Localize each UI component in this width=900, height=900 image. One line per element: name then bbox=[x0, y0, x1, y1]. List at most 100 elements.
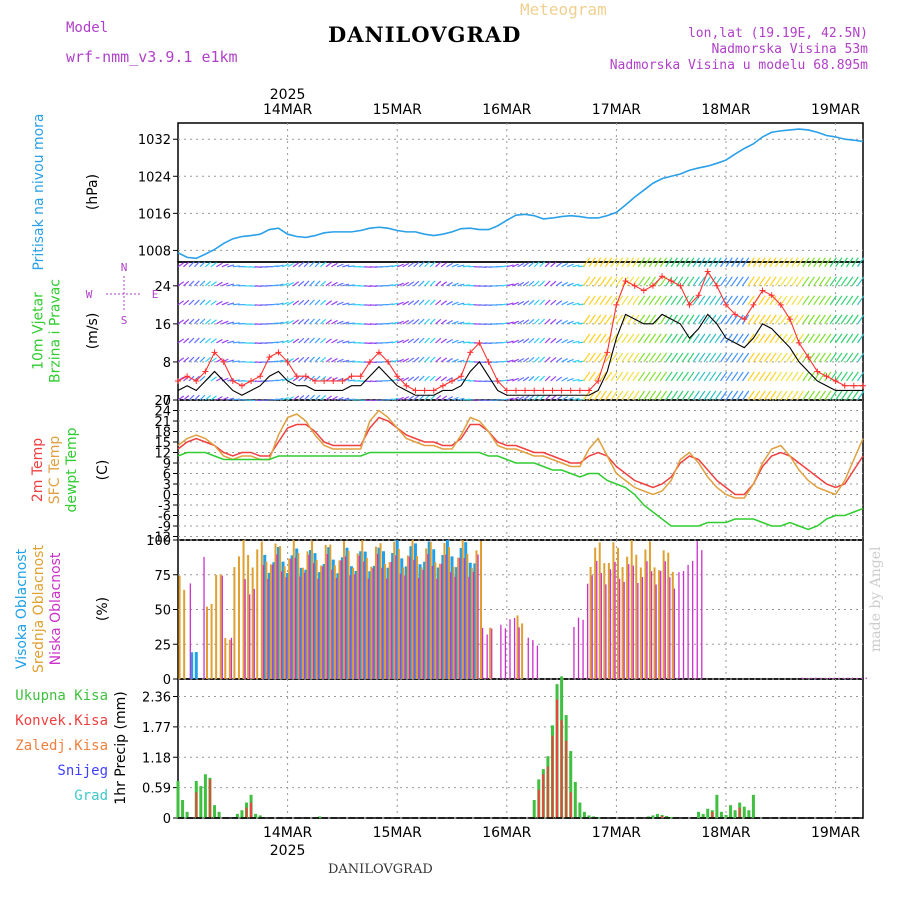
wind-barb bbox=[736, 352, 744, 363]
wind-barb bbox=[512, 358, 519, 363]
wind-gust-marker bbox=[640, 287, 647, 294]
wind-barb bbox=[835, 371, 843, 382]
wind-barb bbox=[807, 295, 816, 306]
wind-barb bbox=[687, 390, 695, 401]
wind-barb bbox=[396, 396, 404, 401]
wind-barb bbox=[517, 319, 525, 325]
wind-unit-label: (m/s) bbox=[85, 313, 101, 350]
wind-barb bbox=[769, 257, 777, 268]
wind-barb bbox=[292, 357, 300, 363]
wind-barb bbox=[281, 377, 289, 382]
wind-barb bbox=[194, 337, 200, 344]
precip-conv-bar bbox=[569, 792, 572, 818]
wind-speed-line bbox=[177, 313, 863, 396]
wind-barb bbox=[276, 359, 284, 363]
wind-barb bbox=[457, 397, 465, 401]
wind-ytick-label: 16 bbox=[154, 318, 171, 333]
wind-barb bbox=[342, 302, 350, 306]
wind-barb bbox=[402, 338, 410, 344]
wind-barb bbox=[807, 276, 816, 287]
wind-barb bbox=[780, 314, 788, 325]
wind-barb bbox=[785, 390, 794, 401]
wind-barb bbox=[232, 360, 240, 363]
wind-barb bbox=[665, 257, 673, 268]
wind-barb bbox=[648, 276, 657, 287]
compass-N: N bbox=[121, 261, 128, 274]
wind-barb bbox=[276, 302, 284, 306]
wind-barb bbox=[210, 300, 217, 306]
wind-gust-marker bbox=[613, 301, 620, 308]
wind-barb bbox=[451, 282, 459, 287]
wind-barb bbox=[692, 333, 700, 344]
wind-barb bbox=[320, 299, 327, 306]
wind-barb bbox=[555, 319, 563, 325]
cloud-side-label-line: Niska Oblacnost bbox=[48, 552, 64, 665]
wind-barb bbox=[391, 264, 399, 268]
wind-barb bbox=[659, 333, 668, 344]
wind-barb bbox=[676, 295, 684, 306]
wind-barb bbox=[857, 390, 865, 401]
wind-barb bbox=[314, 299, 321, 306]
wind-barb bbox=[857, 333, 865, 344]
wind-barb bbox=[588, 276, 596, 287]
wind-barb bbox=[512, 320, 519, 325]
wind-gust-marker bbox=[540, 387, 547, 394]
wind-barb bbox=[714, 257, 722, 268]
wind-barb bbox=[550, 337, 557, 344]
wind-barb bbox=[281, 320, 289, 325]
wind-barb bbox=[780, 333, 788, 344]
wind-barb bbox=[632, 352, 640, 363]
wind-barb bbox=[692, 371, 700, 382]
wind-barb bbox=[396, 301, 404, 306]
wind-barb bbox=[736, 333, 744, 344]
wind-barb bbox=[550, 280, 557, 287]
wind-barb bbox=[320, 280, 327, 287]
wind-barb bbox=[309, 337, 315, 344]
wind-barb bbox=[501, 322, 509, 325]
wind-gust-marker bbox=[403, 382, 410, 389]
wind-barb bbox=[604, 390, 613, 401]
wind-barb bbox=[572, 302, 580, 306]
precip-total-bar bbox=[729, 805, 733, 818]
cloud-ytick-label: 50 bbox=[154, 604, 171, 619]
wind-barb bbox=[331, 281, 338, 287]
wind-barb bbox=[572, 321, 580, 325]
wind-barb bbox=[698, 352, 706, 363]
precip-legend-3: Snijeg bbox=[57, 763, 108, 779]
wind-barb bbox=[593, 333, 602, 344]
wind-barb bbox=[741, 257, 750, 268]
wind-barb bbox=[512, 377, 519, 382]
temperature-side-label-line: 2m Temp bbox=[30, 438, 46, 502]
wind-barb bbox=[610, 257, 618, 268]
wind-barb bbox=[851, 314, 859, 325]
precip-total-bar bbox=[596, 816, 600, 818]
wind-barb bbox=[440, 281, 448, 287]
wind-barb bbox=[730, 314, 739, 325]
wind-barb bbox=[747, 352, 755, 363]
wind-barb bbox=[572, 359, 580, 363]
wind-barb bbox=[654, 257, 662, 268]
wind-barb bbox=[763, 333, 772, 344]
wind-barb bbox=[615, 333, 624, 344]
wind-barb bbox=[703, 295, 711, 306]
wind-barb bbox=[752, 333, 761, 344]
precip-total-bar bbox=[592, 816, 596, 818]
wind-barb bbox=[336, 358, 344, 363]
precip-total-bar bbox=[213, 805, 217, 818]
wind-gust-marker bbox=[348, 373, 355, 380]
wind-barb bbox=[572, 264, 580, 268]
wind-barb bbox=[199, 375, 206, 382]
wind-barb bbox=[457, 302, 465, 306]
wind-barb bbox=[533, 299, 540, 306]
precip-total-bar bbox=[578, 802, 582, 818]
precip-total-bar bbox=[587, 815, 591, 818]
wind-barb bbox=[522, 338, 530, 344]
wind-barb bbox=[210, 281, 217, 287]
wind-barb bbox=[829, 352, 837, 363]
wind-barb bbox=[785, 352, 794, 363]
wind-barb bbox=[583, 295, 591, 306]
wind-barb bbox=[813, 314, 821, 325]
wind-barb bbox=[539, 299, 546, 306]
wind-barb bbox=[763, 390, 772, 401]
precip-total-bar bbox=[665, 815, 669, 818]
